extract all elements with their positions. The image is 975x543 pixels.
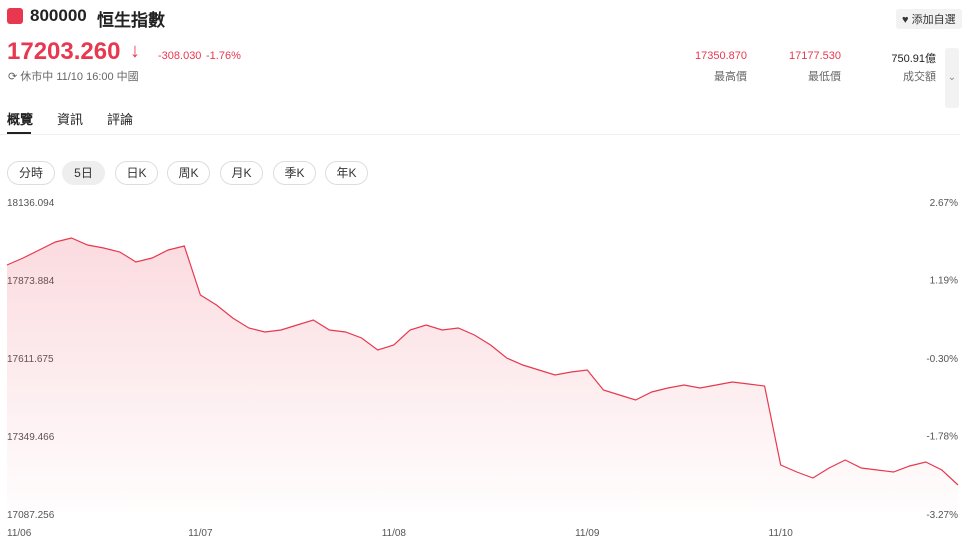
y2-tick-label: -3.27% — [926, 510, 958, 521]
stat-value: 17177.530 — [789, 50, 841, 62]
period-button[interactable]: 5日 — [62, 161, 105, 185]
period-button[interactable]: 日K — [115, 161, 158, 185]
divider — [0, 134, 960, 135]
tab[interactable]: 評論 — [107, 112, 134, 127]
change: -308.030 — [158, 50, 202, 62]
stat-label: 成交額 — [903, 71, 936, 83]
stat-value: 17350.870 — [695, 50, 747, 62]
y2-tick-label: 2.67% — [930, 198, 958, 209]
period-button[interactable]: 年K — [325, 161, 368, 185]
stat-label: 最低價 — [808, 71, 841, 83]
watch-button[interactable]: ♥ 添加自選 — [896, 9, 962, 29]
change-pct: -1.76% — [206, 50, 241, 62]
area — [7, 238, 958, 512]
expand-button[interactable]: ⌄ — [945, 48, 959, 108]
x-tick-label: 11/07 — [188, 528, 213, 539]
status-text: 休市中 11/10 16:00 中國 — [20, 71, 139, 83]
tab[interactable]: 資訊 — [57, 112, 84, 127]
period-button[interactable]: 季K — [273, 161, 316, 185]
y2-tick-label: 1.19% — [930, 276, 958, 287]
index-name: 恒生指數 — [97, 11, 165, 30]
watch-label[interactable]: 添加自選 — [911, 14, 956, 26]
y-tick-label: 18136.094 — [7, 198, 55, 209]
x-tick-label: 11/09 — [575, 528, 600, 539]
flag-icon — [7, 8, 23, 24]
y2-tick-label: -1.78% — [926, 432, 958, 443]
y2-tick-label: -0.30% — [926, 354, 958, 365]
stat-value: 750.91億 — [891, 53, 936, 65]
x-tick-label: 11/06 — [7, 528, 32, 539]
price-line — [6, 237, 959, 486]
period-button[interactable]: 分時 — [7, 161, 55, 185]
price: 17203.260 — [7, 38, 121, 65]
x-tick-label: 11/10 — [769, 528, 794, 539]
status: ⟳ 休市中 11/10 16:00 中國 — [8, 71, 139, 83]
tab[interactable]: 概覽 — [7, 112, 34, 127]
y-tick-label: 17087.256 — [7, 510, 55, 521]
period-button[interactable]: 月K — [220, 161, 263, 185]
down-arrow: ↓ — [130, 40, 140, 62]
stat-label: 最高價 — [714, 71, 747, 83]
symbol: 800000 — [30, 6, 87, 25]
tab-underline — [7, 132, 31, 134]
period-button[interactable]: 周K — [167, 161, 210, 185]
x-tick-label: 11/08 — [382, 528, 407, 539]
